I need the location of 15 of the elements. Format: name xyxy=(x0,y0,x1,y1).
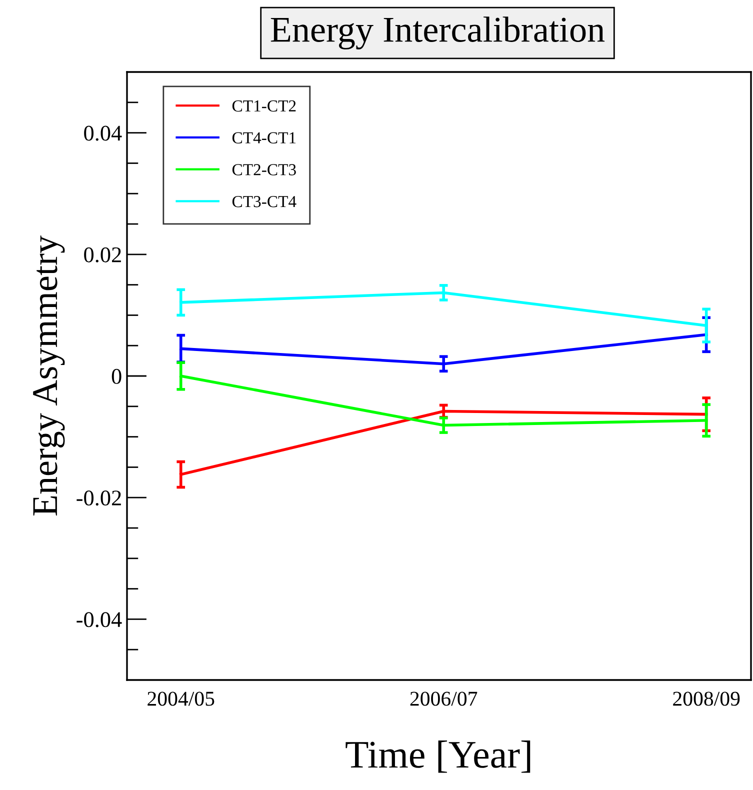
y-tick-label: -0.04 xyxy=(76,612,122,628)
legend-label: CT2-CT3 xyxy=(232,164,296,176)
y-tick-label: 0.04 xyxy=(84,126,122,141)
y-axis-title: Energy Asymmetry xyxy=(33,236,65,516)
x-tick-label: 2004/05 xyxy=(148,692,214,706)
x-tick-label: 2008/09 xyxy=(673,692,740,706)
y-tick-label: 0 xyxy=(112,368,122,384)
y-tick-label: -0.02 xyxy=(76,490,121,506)
legend-label: CT4-CT1 xyxy=(232,132,296,144)
y-tick-label: 0.02 xyxy=(84,247,121,262)
legend-label: CT1-CT2 xyxy=(232,100,296,112)
x-tick-label: 2006/07 xyxy=(410,692,478,706)
legend-label: CT3-CT4 xyxy=(232,196,296,208)
chart-title: Energy Intercalibration xyxy=(270,16,605,50)
x-axis-title: Time [Year] xyxy=(346,740,530,773)
